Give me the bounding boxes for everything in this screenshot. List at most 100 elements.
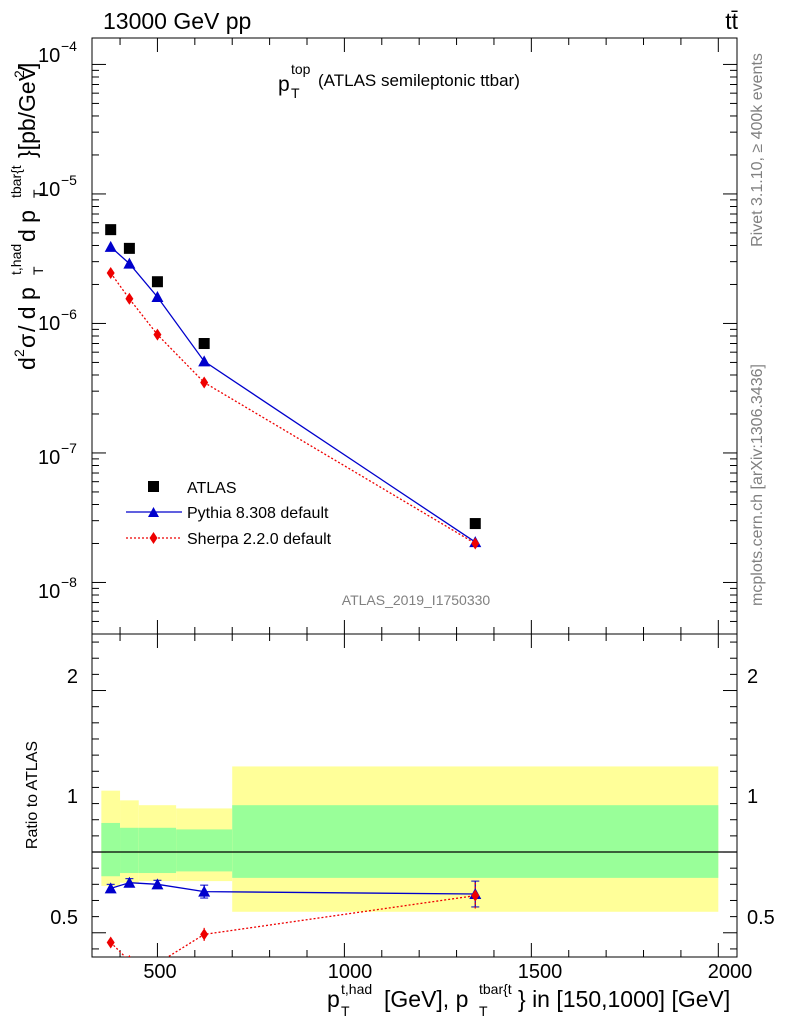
title-p: p bbox=[278, 73, 290, 96]
svg-text:10: 10 bbox=[38, 581, 60, 603]
legend-item-sherpa: Sherpa 2.2.0 default bbox=[126, 531, 332, 548]
mcplots-label: mcplots.cern.ch [arXiv:1306.3436] bbox=[749, 364, 766, 606]
ylabel-dp: d p bbox=[14, 210, 40, 242]
ylabel-end: ] bbox=[14, 63, 40, 69]
legend-item-atlas: ATLAS bbox=[148, 480, 237, 497]
ylabel-sigma: σ bbox=[14, 334, 40, 348]
legend-label-sherpa: Sherpa 2.2.0 default bbox=[187, 531, 332, 548]
ratio-ytick-1-left: 1 bbox=[67, 786, 78, 808]
main-point-diamond bbox=[471, 537, 480, 550]
svg-text:10: 10 bbox=[38, 45, 60, 67]
svg-text:10: 10 bbox=[38, 313, 60, 335]
band-inner bbox=[138, 827, 177, 874]
legend-item-pythia: Pythia 8.308 default bbox=[126, 505, 329, 522]
ratio-point-triangle bbox=[123, 876, 136, 888]
xtick-labels: 500 1000 1500 2000 bbox=[143, 961, 752, 983]
band-inner bbox=[232, 805, 719, 878]
title-sup: top bbox=[291, 61, 311, 77]
ratio-point-diamond bbox=[106, 936, 115, 949]
xlabel-end: } in [150,1000] [GeV] bbox=[518, 986, 730, 1012]
ratio-frame bbox=[91, 633, 738, 958]
main-point-square bbox=[151, 276, 163, 288]
svg-text:−6: −6 bbox=[61, 306, 77, 322]
ytick-label-1e-5: 10 −5 bbox=[38, 172, 77, 201]
legend-marker-sherpa bbox=[149, 532, 158, 544]
ratio-ytick-05-left: 0.5 bbox=[50, 907, 78, 929]
main-series-diamond bbox=[106, 267, 480, 550]
main-point-triangle bbox=[151, 291, 164, 303]
ratio-series-diamond bbox=[106, 882, 480, 957]
main-line-triangle bbox=[110, 246, 476, 543]
ylabel-d: d bbox=[14, 357, 40, 370]
main-series-square bbox=[105, 224, 481, 530]
main-ylabel: d 2 σ / d p T t,had d p T tbar{t }[pb/Ge… bbox=[8, 63, 46, 370]
main-line-diamond bbox=[110, 272, 476, 545]
ylabel-had: t,had bbox=[8, 244, 24, 275]
legend-label-pythia: Pythia 8.308 default bbox=[187, 505, 329, 522]
xlabel-sub1: T bbox=[341, 1003, 350, 1019]
xtick-1000: 1000 bbox=[328, 961, 373, 983]
title-sub: T bbox=[291, 85, 300, 101]
ratio-bands bbox=[101, 766, 719, 912]
main-point-square bbox=[123, 242, 135, 254]
band-inner bbox=[176, 829, 233, 872]
main-point-diamond bbox=[125, 292, 134, 305]
xlabel-tbar: tbar{t bbox=[479, 981, 512, 997]
main-point-triangle bbox=[104, 240, 117, 252]
main-title: p T top (ATLAS semileptonic ttbar) bbox=[278, 61, 520, 101]
xlabel-had: t,had bbox=[341, 981, 372, 997]
ratio-point-diamond bbox=[471, 889, 480, 902]
main-point-diamond bbox=[153, 328, 162, 341]
main-point-diamond bbox=[106, 267, 115, 280]
ratio-point-triangle bbox=[151, 878, 164, 890]
ylabel-unit: }[pb/GeV bbox=[14, 65, 40, 158]
xlabel-mid: [GeV], p bbox=[384, 986, 468, 1012]
xtick-1500: 1500 bbox=[518, 961, 563, 983]
ratio-point-triangle bbox=[198, 885, 211, 897]
xlabel: p T t,had [GeV], p T tbar{t } in [150,10… bbox=[327, 981, 730, 1019]
band-inner bbox=[101, 822, 121, 877]
title-rest: (ATLAS semileptonic ttbar) bbox=[318, 71, 520, 90]
legend-label-atlas: ATLAS bbox=[187, 480, 237, 497]
xtick-2000: 2000 bbox=[708, 961, 753, 983]
svg-text:−4: −4 bbox=[61, 38, 77, 54]
ylabel-sub2: T bbox=[30, 189, 46, 198]
main-frame bbox=[91, 37, 738, 635]
ylabel-two: 2 bbox=[11, 349, 27, 357]
ratio-ytick-05-right: 0.5 bbox=[747, 907, 775, 929]
svg-text:−7: −7 bbox=[61, 440, 77, 456]
main-point-diamond bbox=[200, 376, 209, 389]
main-point-square bbox=[105, 224, 117, 236]
svg-text:−5: −5 bbox=[61, 172, 77, 188]
main-point-square bbox=[198, 338, 210, 350]
ratio-point-triangle bbox=[104, 882, 117, 894]
analysis-id: ATLAS_2019_I1750330 bbox=[342, 592, 491, 608]
ylabel-sub1: T bbox=[30, 266, 46, 275]
ratio-ytick-1-right: 1 bbox=[747, 786, 758, 808]
ytick-label-1e-4: 10 −4 bbox=[38, 38, 77, 67]
legend-marker-atlas bbox=[148, 481, 159, 492]
svg-text:−8: −8 bbox=[61, 574, 77, 590]
ratio-axes-box bbox=[91, 633, 738, 958]
process-label: tt̄ bbox=[725, 8, 738, 34]
legend-marker-pythia bbox=[148, 507, 159, 517]
ratio-point-diamond bbox=[200, 928, 209, 941]
band-inner bbox=[120, 827, 139, 874]
svg-text:10: 10 bbox=[38, 447, 60, 469]
ratio-ytick-2-left: 2 bbox=[67, 666, 78, 688]
ylabel-slash: / d p bbox=[14, 287, 40, 332]
ylabel-tbar: tbar{t bbox=[8, 165, 24, 198]
ratio-ylabel: Ratio to ATLAS bbox=[24, 741, 41, 849]
ytick-label-1e-6: 10 −6 bbox=[38, 306, 77, 335]
xtick-500: 500 bbox=[143, 961, 176, 983]
main-point-triangle bbox=[123, 257, 136, 269]
legend: ATLAS Pythia 8.308 default Sherpa 2.2.0 … bbox=[126, 480, 332, 548]
ratio-ytick-labels: 2 1 0.5 2 1 0.5 bbox=[50, 666, 775, 929]
ratio-line-diamond bbox=[110, 894, 476, 957]
main-point-square bbox=[469, 518, 481, 530]
svg-text:10: 10 bbox=[38, 179, 60, 201]
ytick-label-1e-8: 10 −8 bbox=[38, 574, 77, 603]
ytick-label-1e-7: 10 −7 bbox=[38, 440, 77, 469]
energy-label: 13000 GeV pp bbox=[103, 8, 251, 34]
